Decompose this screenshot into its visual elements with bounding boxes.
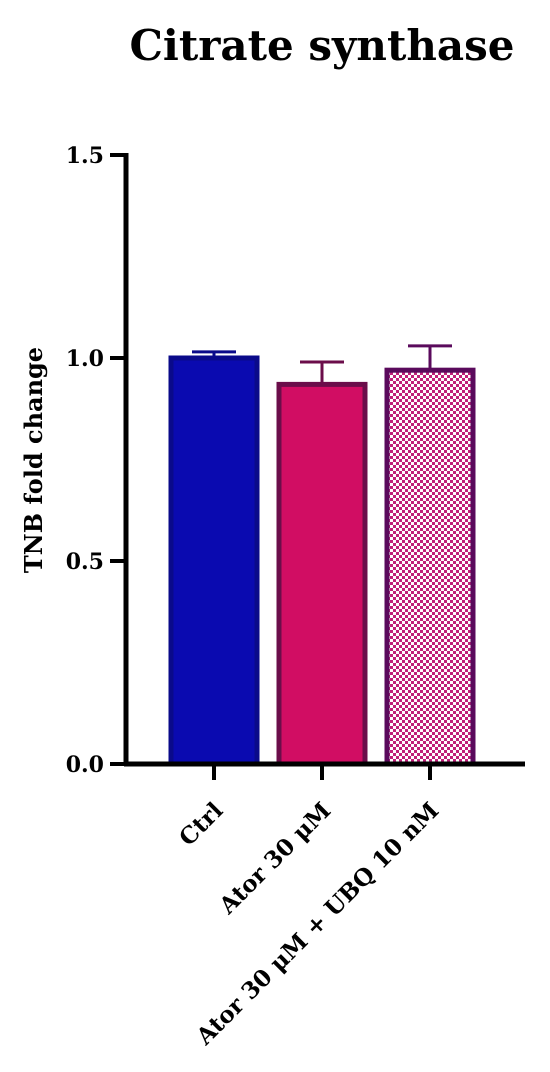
chart-title: Citrate synthase bbox=[130, 21, 515, 70]
y-tick-label: 1.5 bbox=[66, 143, 104, 169]
x-tick-label: Ator 30 μM + UBQ 10 nM bbox=[190, 797, 444, 1051]
y-axis-label: TNB fold change bbox=[19, 347, 48, 573]
bar bbox=[168, 355, 260, 767]
x-tick-label: Ctrl bbox=[174, 797, 228, 851]
y-tick-label: 0.0 bbox=[66, 752, 104, 778]
bar bbox=[276, 381, 368, 767]
x-tick-label: Ator 30 μM bbox=[213, 797, 336, 920]
y-tick-label: 0.5 bbox=[66, 549, 104, 575]
y-tick-label: 1.0 bbox=[66, 346, 104, 372]
bar bbox=[384, 367, 476, 767]
